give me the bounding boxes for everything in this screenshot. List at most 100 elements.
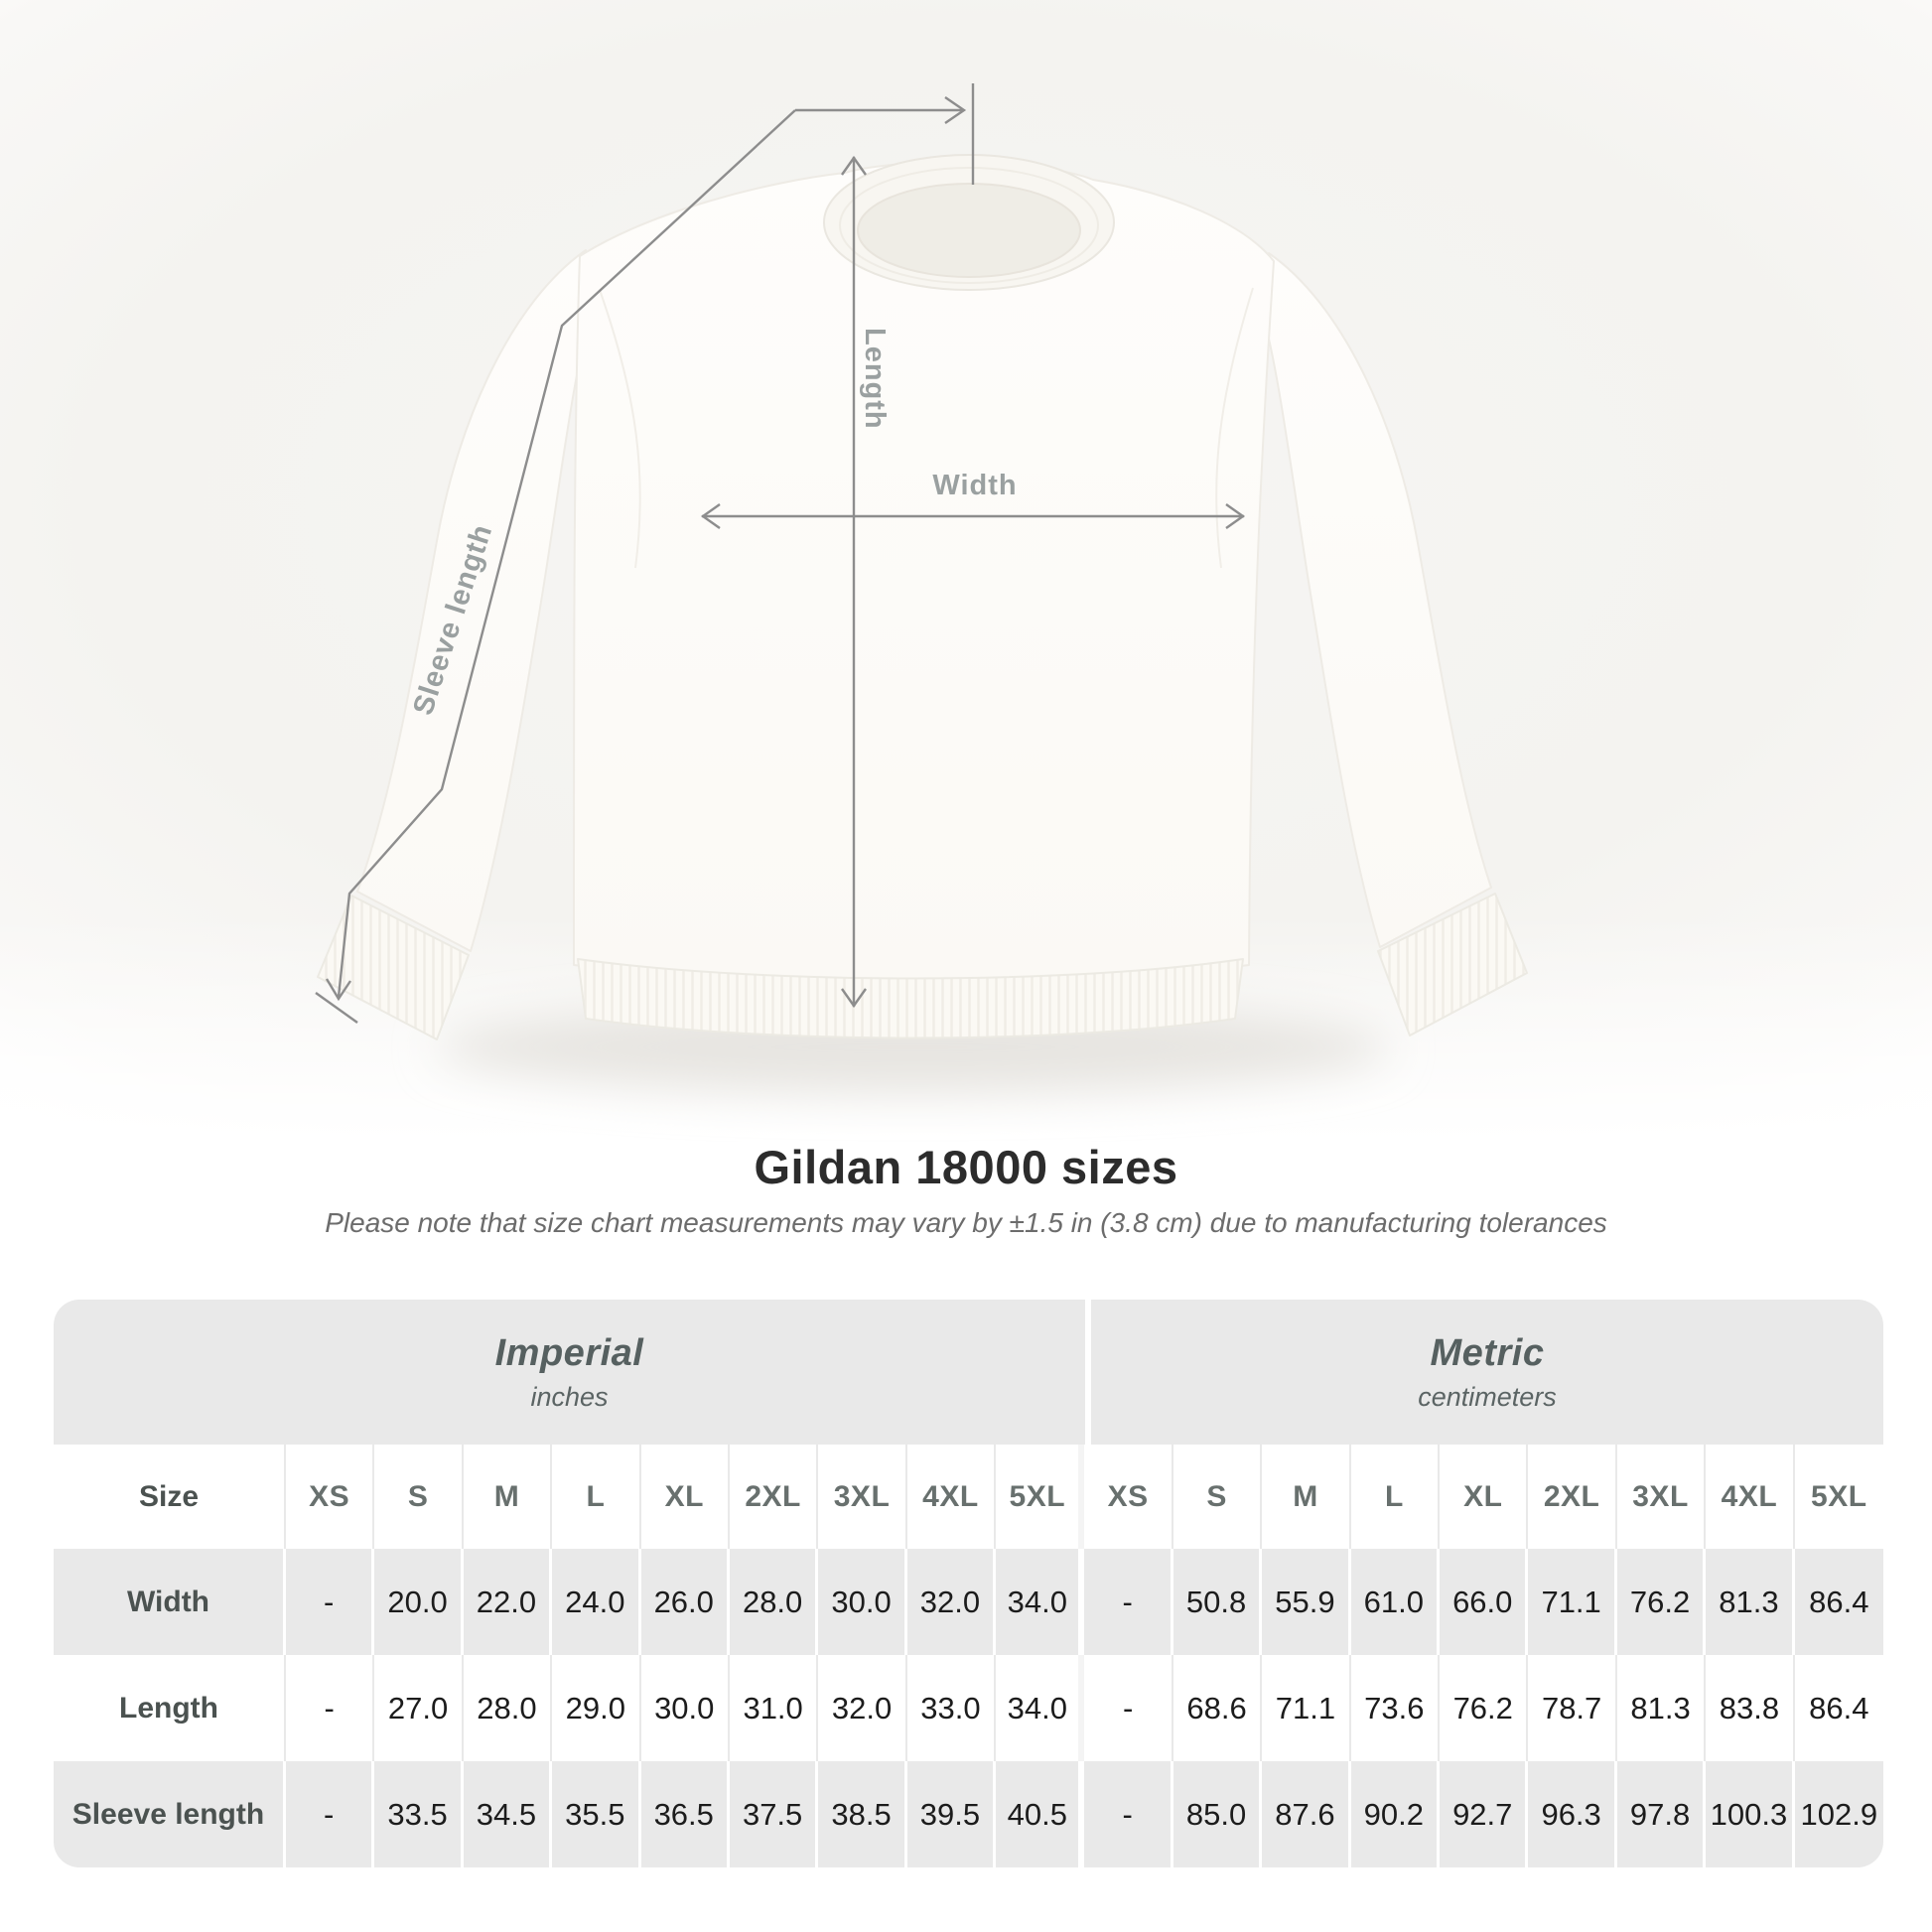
- measurement-value-imperial: 37.5: [729, 1761, 819, 1867]
- measurement-value-metric: 100.3: [1706, 1761, 1795, 1867]
- table-row-length: Length -27.0 28.0 29.0 30.0 31.0 32.0 33.0 34.0-…: [54, 1655, 1883, 1761]
- measurement-value-metric: 81.3: [1616, 1655, 1707, 1761]
- measurement-value-imperial: 20.0: [374, 1549, 464, 1655]
- measurement-value-metric: 90.2: [1350, 1761, 1441, 1867]
- right-armhole-seam: [1215, 287, 1254, 569]
- measurement-value-metric: 96.3: [1528, 1761, 1617, 1867]
- measurement-value-metric: -: [1084, 1761, 1173, 1867]
- waistband: [577, 958, 1244, 1039]
- row-label: Width: [54, 1549, 286, 1655]
- collar-rib-line: [839, 167, 1099, 284]
- metric-group-unit: centimeters: [1418, 1381, 1557, 1412]
- measurement-lines: [315, 83, 1246, 1024]
- table-row-width: Width -20.0 22.0 24.0 26.0 28.0 30.0 32.0 34.0-5…: [54, 1549, 1883, 1655]
- right-sleeve: [1254, 252, 1492, 948]
- measurement-value-metric: 102.9: [1794, 1761, 1883, 1867]
- column-header-4xl-imperial: 4XL: [906, 1445, 997, 1549]
- size-header-row: Size XS S M L XL 2XL 3XL 4XL 5XL XS S M L XL 2XL 3XL 4XL 5…: [54, 1445, 1883, 1549]
- measurement-value-imperial: 39.5: [906, 1761, 997, 1867]
- column-header-m-imperial: M: [463, 1445, 553, 1549]
- right-cuff: [1377, 893, 1528, 1036]
- column-header-3xl-metric: 3XL: [1616, 1445, 1707, 1549]
- measurement-value-imperial: 30.0: [818, 1549, 907, 1655]
- measurement-value-metric: 76.2: [1616, 1549, 1707, 1655]
- measurement-value-metric: 61.0: [1350, 1549, 1441, 1655]
- imperial-group-title: Imperial: [494, 1331, 644, 1374]
- column-header-xs-imperial: XS: [286, 1445, 375, 1549]
- measurement-value-metric: 85.0: [1173, 1761, 1263, 1867]
- top-arrowhead: [944, 96, 967, 124]
- row-label: Length: [54, 1655, 286, 1761]
- measurement-value-metric: -: [1084, 1549, 1173, 1655]
- measurement-value-imperial: 36.5: [640, 1761, 730, 1867]
- measurement-value-imperial: -: [286, 1549, 375, 1655]
- measurement-value-imperial: 27.0: [374, 1655, 464, 1761]
- sleeve-arrowhead: [325, 978, 351, 1002]
- metric-group-title: Metric: [1430, 1331, 1545, 1374]
- group-gutter: [1085, 1300, 1091, 1445]
- column-header-xs-metric: XS: [1084, 1445, 1173, 1549]
- sweatshirt-diagram: Length Width Sleeve length: [315, 83, 1528, 1093]
- length-arrowhead-top: [841, 155, 867, 176]
- measurement-value-imperial: 26.0: [640, 1549, 730, 1655]
- diagram-label-width: Width: [932, 470, 1017, 501]
- measurement-value-metric: 71.1: [1528, 1549, 1617, 1655]
- title-block: Gildan 18000 sizes Please note that size…: [0, 1142, 1932, 1239]
- row-label: Sleeve length: [54, 1761, 286, 1867]
- measurement-value-imperial: 32.0: [906, 1549, 997, 1655]
- measurement-value-metric: 83.8: [1706, 1655, 1795, 1761]
- length-arrowhead-bottom: [841, 988, 867, 1009]
- measurement-value-imperial: -: [286, 1761, 375, 1867]
- measurement-value-metric: 86.4: [1794, 1549, 1883, 1655]
- page-subtitle: Please note that size chart measurements…: [325, 1207, 1607, 1238]
- sweatshirt-illustration: [317, 154, 1528, 1040]
- measurement-value-metric: 68.6: [1173, 1655, 1263, 1761]
- measurement-value-metric: 76.2: [1440, 1655, 1529, 1761]
- left-cuff: [317, 895, 470, 1040]
- size-table: Imperial inches Metric centimeters Size X…: [54, 1300, 1883, 1867]
- table-row-sleeve-length: Sleeve length -33.5 34.5 35.5 36.5 37.5 38.5 39…: [54, 1761, 1883, 1867]
- sleeve-length-line: [337, 109, 796, 998]
- measurement-value-imperial: 33.5: [374, 1761, 464, 1867]
- measurement-value-metric: 92.7: [1440, 1761, 1529, 1867]
- measurement-value-metric: 97.8: [1616, 1761, 1707, 1867]
- column-header-2xl-imperial: 2XL: [729, 1445, 819, 1549]
- measurement-value-imperial: 30.0: [640, 1655, 730, 1761]
- measurement-value-imperial: 34.0: [996, 1549, 1085, 1655]
- column-header-m-metric: M: [1262, 1445, 1351, 1549]
- measurement-value-imperial: 34.0: [996, 1655, 1085, 1761]
- measurement-value-metric: 73.6: [1350, 1655, 1441, 1761]
- measurement-value-imperial: -: [286, 1655, 375, 1761]
- width-arrowhead-left: [700, 503, 721, 529]
- column-header-size: Size: [54, 1445, 286, 1549]
- diagram-label-length: Length: [859, 328, 891, 430]
- width-arrowhead-right: [1225, 503, 1246, 529]
- column-header-5xl-metric: 5XL: [1794, 1445, 1883, 1549]
- column-header-xl-metric: XL: [1440, 1445, 1529, 1549]
- measurement-value-imperial: 22.0: [463, 1549, 553, 1655]
- column-header-xl-imperial: XL: [640, 1445, 730, 1549]
- measurement-value-imperial: 29.0: [552, 1655, 641, 1761]
- page-title: Gildan 18000 sizes: [754, 1141, 1178, 1193]
- measurement-value-metric: 66.0: [1440, 1549, 1529, 1655]
- measurement-value-imperial: 34.5: [463, 1761, 553, 1867]
- measurement-value-metric: 87.6: [1262, 1761, 1351, 1867]
- column-header-s-imperial: S: [374, 1445, 464, 1549]
- left-armhole-seam: [599, 289, 641, 569]
- measurement-value-metric: 81.3: [1706, 1549, 1795, 1655]
- column-header-s-metric: S: [1173, 1445, 1263, 1549]
- metric-group-header: Metric centimeters: [1091, 1300, 1883, 1445]
- table-rows: Width -20.0 22.0 24.0 26.0 28.0 30.0 32.0 34.0-5…: [54, 1549, 1883, 1867]
- measurement-value-imperial: 32.0: [818, 1655, 907, 1761]
- imperial-group-header: Imperial inches: [54, 1300, 1085, 1445]
- column-header-2xl-metric: 2XL: [1528, 1445, 1617, 1549]
- measurement-value-imperial: 31.0: [729, 1655, 819, 1761]
- measurement-value-metric: 78.7: [1528, 1655, 1617, 1761]
- measurement-value-imperial: 24.0: [552, 1549, 641, 1655]
- product-photo-area: Length Width Sleeve length: [0, 0, 1932, 1142]
- imperial-group-unit: inches: [530, 1381, 609, 1412]
- measurement-value-metric: 86.4: [1794, 1655, 1883, 1761]
- column-header-5xl-imperial: 5XL: [996, 1445, 1085, 1549]
- measurement-value-metric: 50.8: [1173, 1549, 1263, 1655]
